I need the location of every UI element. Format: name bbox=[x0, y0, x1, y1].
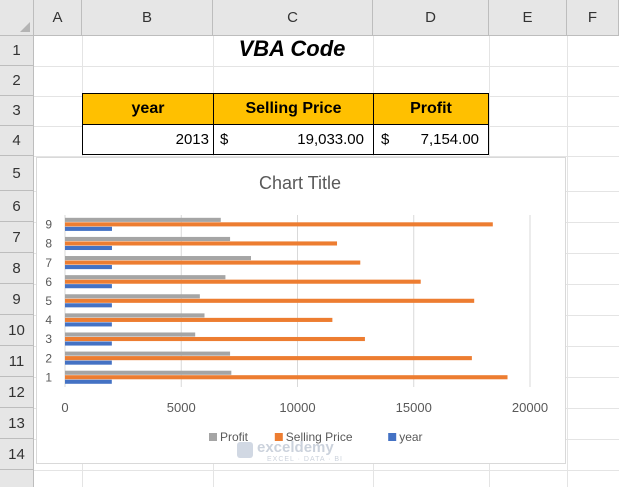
row-header-14[interactable]: 14 bbox=[0, 439, 34, 470]
x-tick-label: 10000 bbox=[279, 400, 315, 415]
select-all-corner[interactable] bbox=[0, 0, 34, 36]
bar-selling-price-9[interactable] bbox=[65, 222, 493, 227]
legend-entry[interactable]: Profit bbox=[220, 430, 249, 444]
y-tick-label: 7 bbox=[45, 256, 52, 270]
row-header-9[interactable]: 9 bbox=[0, 284, 34, 315]
watermark: exceldemy EXCEL · DATA · BI bbox=[237, 439, 387, 464]
chart-area[interactable]: Chart Title 0 5000 10000 15000 20000 1 2 3 4 5 6 7 8… bbox=[36, 157, 566, 464]
watermark-name: exceldemy bbox=[257, 439, 334, 456]
bar-profit-3[interactable] bbox=[65, 332, 196, 337]
bar-year-2[interactable] bbox=[65, 360, 112, 365]
bar-year-7[interactable] bbox=[65, 265, 112, 270]
x-tick-label: 5000 bbox=[167, 400, 196, 415]
bar-selling-price-1[interactable] bbox=[65, 375, 508, 380]
y-tick-label: 3 bbox=[45, 332, 52, 346]
row-header-8[interactable]: 8 bbox=[0, 253, 34, 284]
row-header-7[interactable]: 7 bbox=[0, 222, 34, 253]
x-tick-label: 20000 bbox=[512, 400, 548, 415]
row-header-6[interactable]: 6 bbox=[0, 191, 34, 222]
bar-year-9[interactable] bbox=[65, 226, 112, 231]
gridline-horizontal bbox=[34, 470, 619, 471]
row-header-1[interactable]: 1 bbox=[0, 36, 34, 66]
bar-year-1[interactable] bbox=[65, 379, 112, 384]
row-header-4[interactable]: 4 bbox=[0, 126, 34, 156]
bar-selling-price-4[interactable] bbox=[65, 317, 333, 322]
exceldemy-logo-icon bbox=[237, 442, 253, 458]
bar-selling-price-5[interactable] bbox=[65, 298, 475, 303]
bar-profit-5[interactable] bbox=[65, 294, 200, 299]
y-tick-label: 8 bbox=[45, 237, 52, 251]
legend-entry[interactable]: Selling Price bbox=[286, 430, 353, 444]
bar-chart[interactable]: Chart Title 0 5000 10000 15000 20000 1 2 3 4 5 6 7 8… bbox=[37, 158, 565, 463]
table-header-profit[interactable]: Profit bbox=[373, 93, 489, 125]
y-tick-label: 2 bbox=[45, 351, 52, 365]
currency-symbol: $ bbox=[220, 131, 229, 148]
table-cell-selling-price[interactable]: $ 19,033.00 bbox=[213, 125, 374, 155]
bar-year-3[interactable] bbox=[65, 341, 112, 346]
select-all-triangle-icon bbox=[20, 22, 30, 32]
bar-selling-price-6[interactable] bbox=[65, 279, 421, 284]
y-tick-label: 9 bbox=[45, 218, 52, 232]
row-header-13[interactable]: 13 bbox=[0, 408, 34, 439]
bar-profit-8[interactable] bbox=[65, 236, 231, 242]
row-header-11[interactable]: 11 bbox=[0, 346, 34, 377]
table-cell-year[interactable]: 2013 bbox=[82, 125, 214, 155]
bar-profit-2[interactable] bbox=[65, 351, 231, 356]
row-header-3[interactable]: 3 bbox=[0, 96, 34, 126]
table-cell-profit[interactable]: $ 7,154.00 bbox=[373, 125, 489, 155]
bar-profit-1[interactable] bbox=[65, 370, 232, 375]
column-header-d[interactable]: D bbox=[373, 0, 489, 36]
column-header-b[interactable]: B bbox=[82, 0, 213, 36]
table-header-selling-price[interactable]: Selling Price bbox=[213, 93, 374, 125]
bar-selling-price-8[interactable] bbox=[65, 241, 338, 246]
x-tick-label: 0 bbox=[61, 400, 68, 415]
table-header-year[interactable]: year bbox=[82, 93, 214, 125]
bar-selling-price-3[interactable] bbox=[65, 336, 365, 342]
column-header-a[interactable]: A bbox=[34, 0, 82, 36]
legend-entry[interactable]: year bbox=[399, 430, 422, 444]
legend-swatch bbox=[209, 433, 217, 441]
bar-profit-6[interactable] bbox=[65, 275, 226, 280]
y-tick-label: 6 bbox=[45, 275, 52, 289]
row-header-12[interactable]: 12 bbox=[0, 377, 34, 408]
year-value: 2013 bbox=[175, 131, 209, 148]
y-tick-label: 4 bbox=[45, 313, 52, 327]
row-header-5[interactable]: 5 bbox=[0, 156, 34, 191]
column-header-f[interactable]: F bbox=[567, 0, 619, 36]
bar-profit-7[interactable] bbox=[65, 256, 251, 261]
column-header-c[interactable]: C bbox=[213, 0, 373, 36]
bar-profit-9[interactable] bbox=[65, 217, 221, 222]
column-header-e[interactable]: E bbox=[489, 0, 567, 36]
profit-value: 7,154.00 bbox=[420, 131, 479, 148]
legend-swatch bbox=[388, 433, 397, 441]
bar-profit-4[interactable] bbox=[65, 313, 205, 318]
bar-year-5[interactable] bbox=[65, 303, 112, 308]
y-tick-label: 5 bbox=[45, 294, 52, 308]
bar-year-4[interactable] bbox=[65, 322, 112, 327]
selling-price-value: 19,033.00 bbox=[297, 131, 364, 148]
gridline-horizontal bbox=[34, 66, 619, 67]
bar-year-8[interactable] bbox=[65, 245, 112, 251]
legend-swatch bbox=[274, 433, 283, 441]
chart-title[interactable]: Chart Title bbox=[259, 173, 341, 193]
bar-selling-price-2[interactable] bbox=[65, 356, 472, 361]
row-header-10[interactable]: 10 bbox=[0, 315, 34, 346]
x-tick-label: 15000 bbox=[396, 400, 432, 415]
gridline-horizontal bbox=[34, 156, 619, 157]
sheet-title[interactable]: VBA Code bbox=[238, 36, 346, 61]
watermark-tagline: EXCEL · DATA · BI bbox=[267, 456, 343, 463]
gridline-vertical bbox=[567, 36, 568, 487]
bar-selling-price-7[interactable] bbox=[65, 260, 361, 265]
row-header-15-partial bbox=[0, 470, 34, 487]
currency-symbol: $ bbox=[381, 131, 390, 148]
bar-year-6[interactable] bbox=[65, 284, 112, 289]
row-header-2[interactable]: 2 bbox=[0, 66, 34, 96]
y-tick-label: 1 bbox=[45, 370, 52, 384]
